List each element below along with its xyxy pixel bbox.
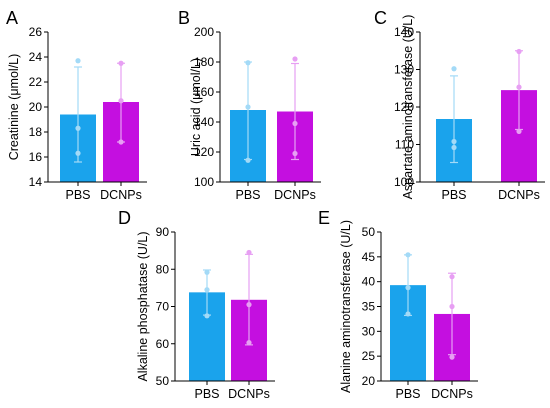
y-tick-label: 160 xyxy=(194,85,214,99)
y-axis-label: Uric acid (μmol/L) xyxy=(189,58,203,156)
panel-b: B Uric acid (μmol/L) PBS DCNPs 100 120 140 160 1… xyxy=(178,8,321,202)
data-point xyxy=(204,287,210,293)
y-tick-label: 22 xyxy=(29,75,43,89)
data-point xyxy=(451,66,457,72)
y-tick-label: 200 xyxy=(194,25,214,39)
data-point xyxy=(449,354,455,360)
y-axis-label: Alkaline phosphatase (U/L) xyxy=(136,231,150,381)
data-point xyxy=(292,120,298,127)
x-tick-label: PBS xyxy=(441,188,466,202)
data-point xyxy=(516,48,522,55)
x-tick-label: PBS xyxy=(194,387,219,401)
y-tick-label: 40 xyxy=(362,275,376,289)
data-point xyxy=(405,311,411,317)
y-tick-label: 60 xyxy=(156,337,170,351)
data-point xyxy=(246,249,252,256)
y-tick-label: 140 xyxy=(194,115,214,129)
y-tick-label: 25 xyxy=(362,349,376,363)
data-point xyxy=(118,139,124,145)
x-tick-label: DCNPs xyxy=(498,188,540,202)
data-point xyxy=(118,98,124,104)
x-tick-label: DCNPs xyxy=(100,188,142,202)
panel-letter: D xyxy=(118,208,131,228)
x-tick-label: PBS xyxy=(395,387,420,401)
x-tick-label: DCNPs xyxy=(274,188,316,202)
y-tick-label: 18 xyxy=(29,125,43,139)
data-point xyxy=(516,128,522,134)
data-point xyxy=(449,303,455,310)
data-point xyxy=(118,60,124,66)
panel-letter: A xyxy=(6,8,18,28)
data-point xyxy=(204,269,210,275)
y-tick-label: 120 xyxy=(194,145,214,159)
x-tick-label: PBS xyxy=(65,188,90,202)
data-point xyxy=(449,274,455,280)
data-point xyxy=(405,252,411,258)
panel-d: D Alkaline phosphatase (U/L) PBS DCNPs 50 60 7… xyxy=(118,208,275,401)
data-point xyxy=(246,302,252,308)
y-tick-label: 50 xyxy=(362,225,376,239)
data-point xyxy=(75,125,81,131)
y-tick-label: 24 xyxy=(29,50,43,64)
x-tick-label: DCNPs xyxy=(228,387,270,401)
data-point xyxy=(451,138,457,145)
data-point xyxy=(245,157,251,163)
panel-letter: C xyxy=(374,8,387,28)
data-point xyxy=(516,84,522,90)
data-point xyxy=(292,150,298,157)
panel-c: C Aspartate aminotransferase (U/L) PBS DCNP… xyxy=(374,8,545,202)
y-tick-label: 26 xyxy=(29,25,43,39)
y-tick-label: 180 xyxy=(194,55,214,69)
data-point xyxy=(451,144,457,151)
data-point xyxy=(246,340,252,346)
y-tick-label: 16 xyxy=(29,150,43,164)
y-tick-label: 110 xyxy=(395,138,414,152)
x-tick-label: PBS xyxy=(235,188,260,202)
panel-letter: E xyxy=(318,208,330,228)
y-tick-label: 100 xyxy=(394,175,414,189)
y-axis-label: Creatinine (μmol/L) xyxy=(7,54,21,161)
y-axis-label: Alanine aminotransferase (U/L) xyxy=(339,220,353,393)
y-tick-label: 100 xyxy=(194,175,214,189)
y-tick-label: 20 xyxy=(362,374,376,388)
data-point xyxy=(245,104,251,110)
y-tick-label: 14 xyxy=(29,175,43,189)
data-point xyxy=(292,56,298,62)
y-tick-label: 20 xyxy=(29,100,43,114)
y-axis-label: Aspartate aminotransferase (U/L) xyxy=(401,15,415,200)
y-tick-label: 120 xyxy=(394,100,414,114)
panel-letter: B xyxy=(178,8,190,28)
x-tick-label: DCNPs xyxy=(431,387,473,401)
data-point xyxy=(75,150,81,156)
y-tick-label: 50 xyxy=(156,374,170,388)
y-tick-label: 70 xyxy=(156,300,170,314)
y-tick-label: 30 xyxy=(362,324,376,338)
data-point xyxy=(204,313,210,319)
y-tick-label: 45 xyxy=(362,250,376,264)
y-tick-label: 130 xyxy=(394,63,414,77)
y-tick-label: 80 xyxy=(156,262,170,276)
y-tick-label: 35 xyxy=(362,300,376,314)
data-point xyxy=(405,285,411,291)
data-point xyxy=(75,58,81,64)
panel-e: E Alanine aminotransferase (U/L) PBS DCNPs 2… xyxy=(318,208,478,401)
y-tick-label: 140 xyxy=(394,25,414,39)
data-point xyxy=(245,60,251,66)
y-tick-label: 90 xyxy=(156,225,170,239)
panel-a: A Creatinine (μmol/L) PBS DCNPs 14 16 18 20 22 24… xyxy=(6,8,147,202)
